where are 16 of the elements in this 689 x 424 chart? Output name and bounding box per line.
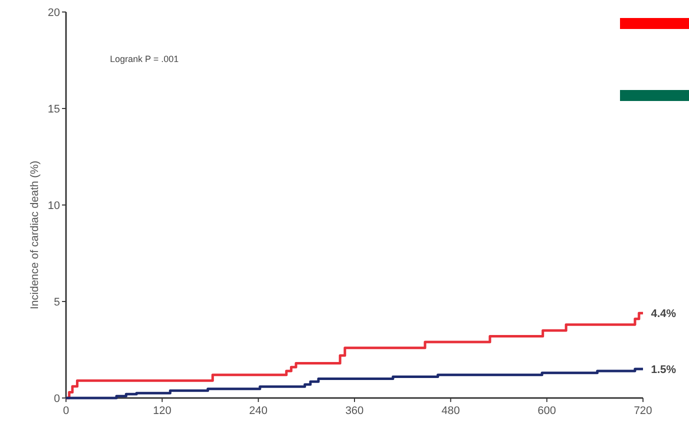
x-tick-label: 480 [441,405,460,417]
x-tick-label: 600 [538,405,556,417]
x-tick-label: 0 [62,405,70,417]
y-tick-label: 15 [48,103,60,116]
x-tick-label: 240 [249,405,268,417]
x-tick-label: 120 [152,405,172,417]
x-tick-label: 360 [345,405,364,417]
y-tick-label: 0 [54,392,60,405]
y-tick-label: 10 [48,200,60,212]
y-tick-label: 20 [48,6,60,19]
y-tick-label: 5 [54,296,60,308]
annotation: Logrank P = .001 [110,54,179,64]
y-axis-title: Incidence of cardiac death (%) [29,160,41,310]
x-tick-label: 720 [634,405,652,417]
annotation: 4.4% [651,308,676,320]
annotation: 1.5% [651,364,676,376]
